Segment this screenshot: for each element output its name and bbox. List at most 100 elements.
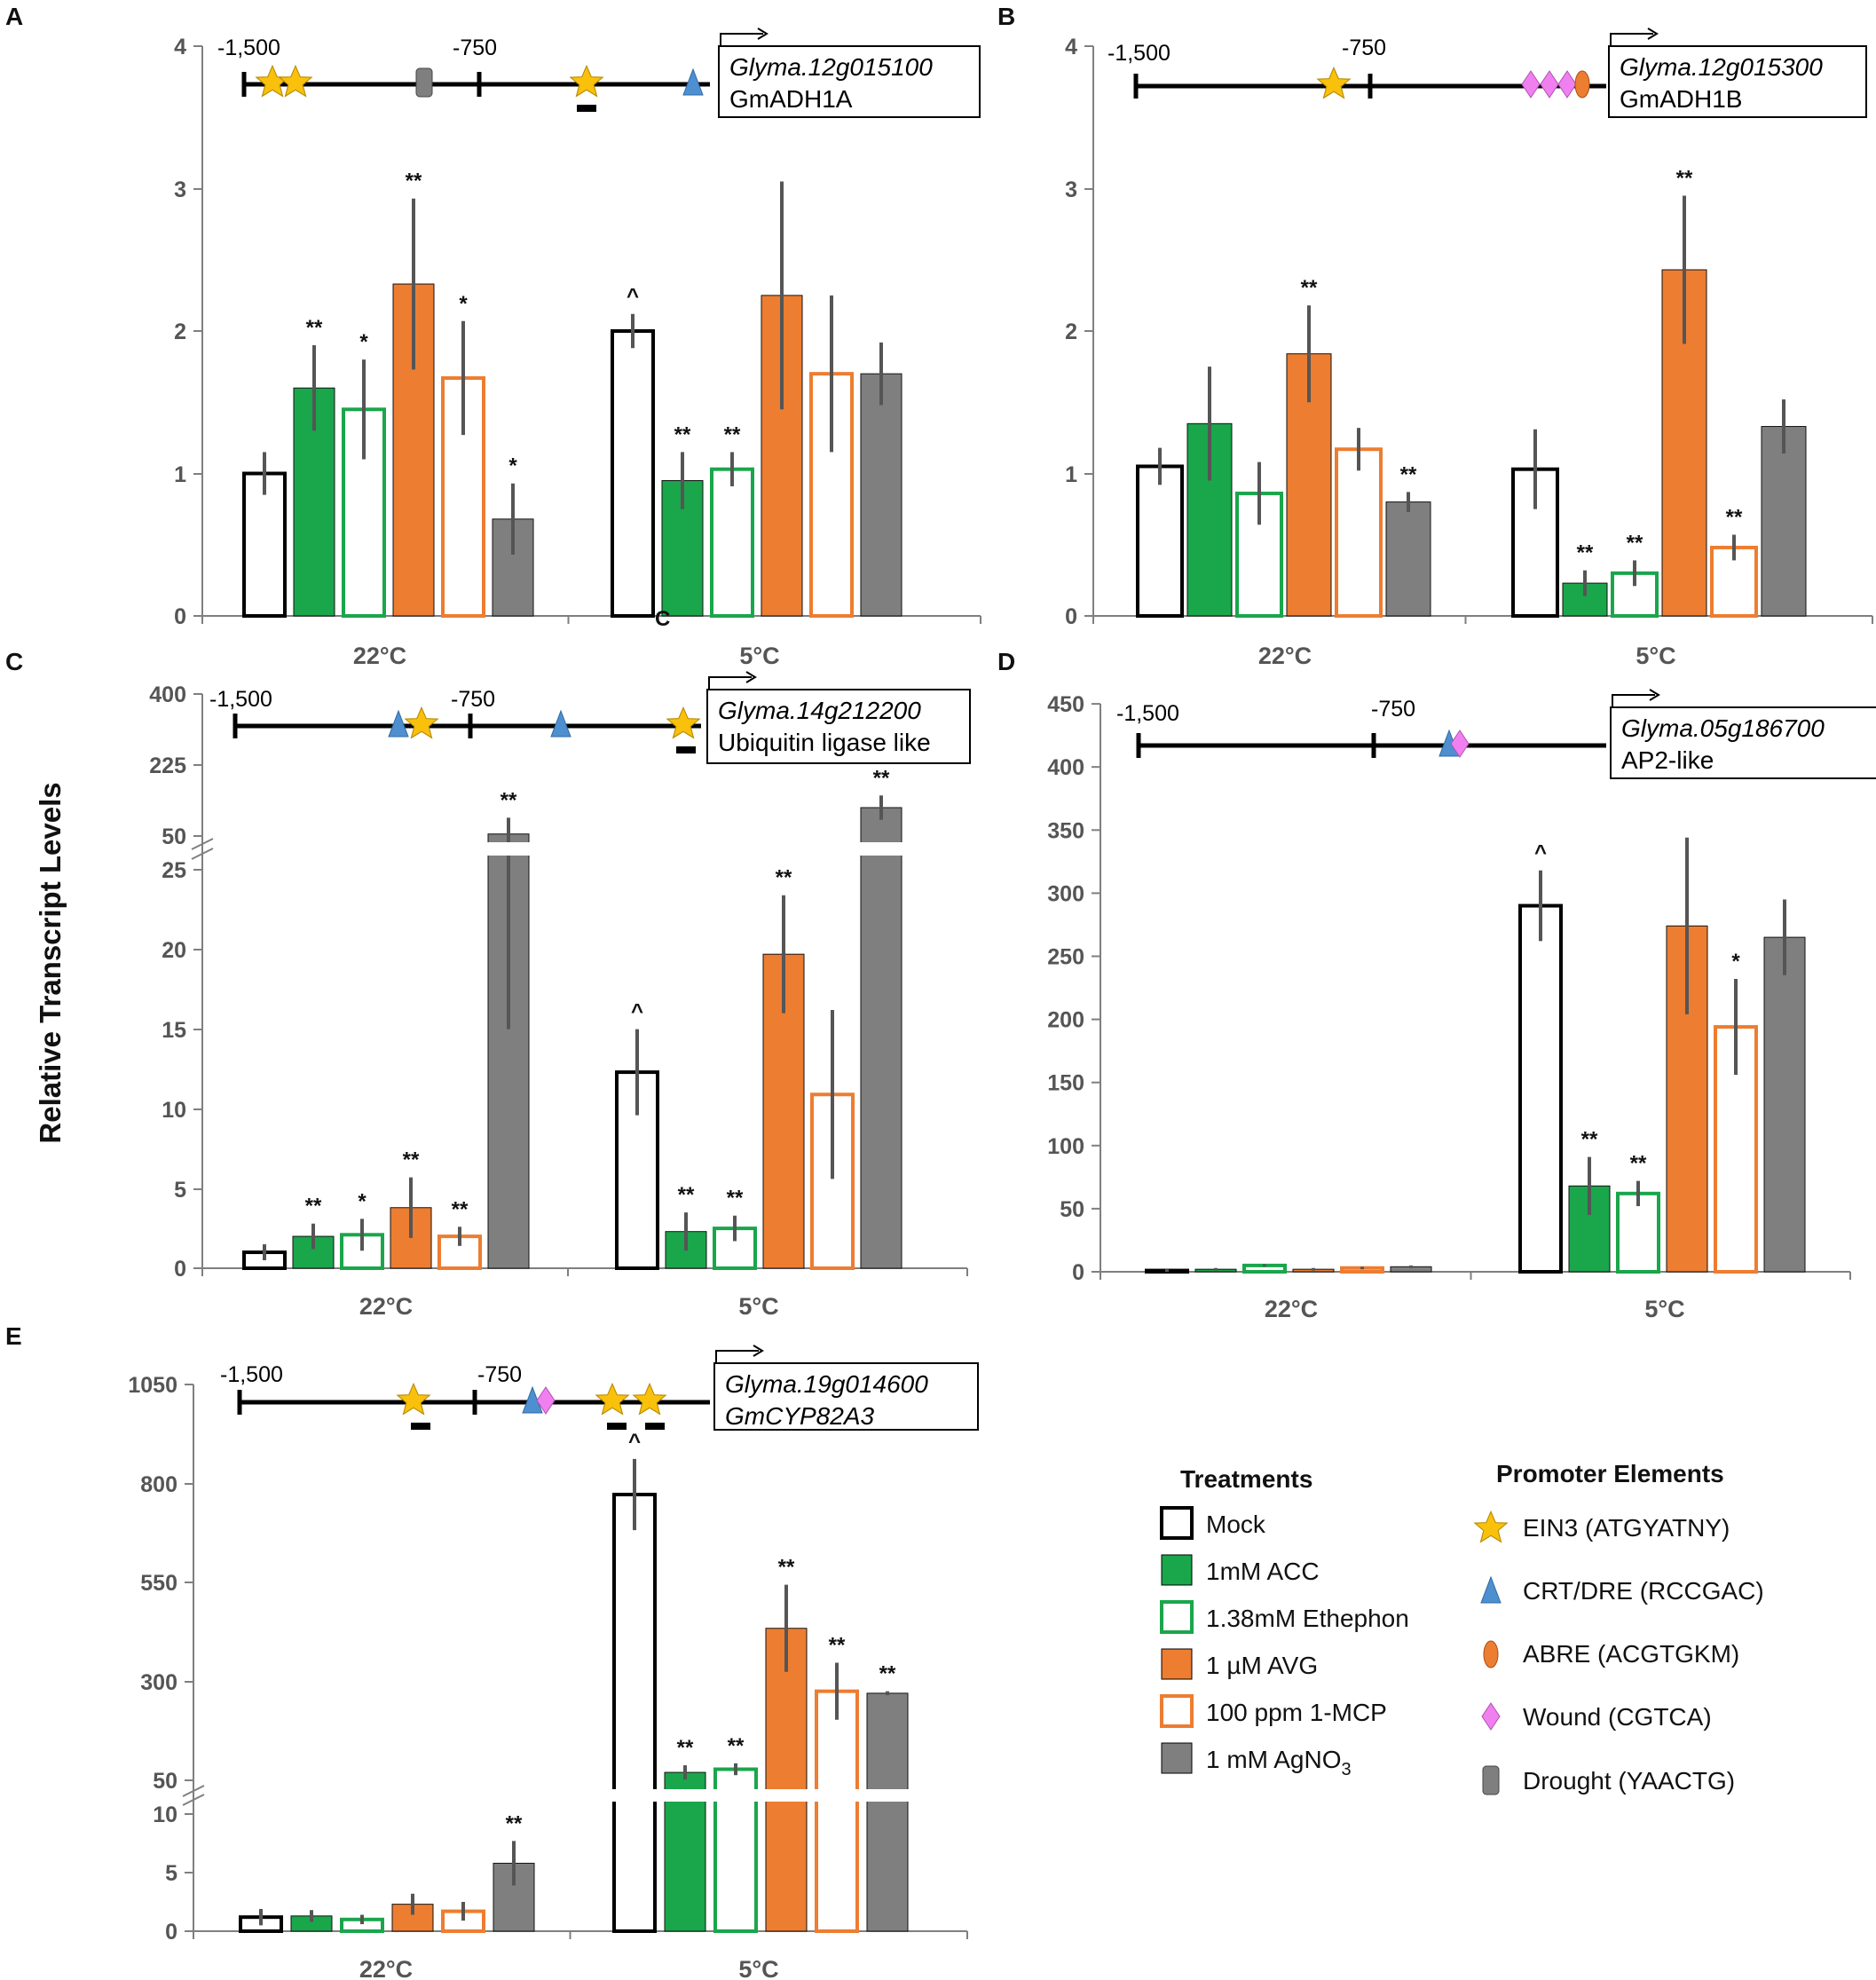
bar-b-1-2 [1611,571,1659,618]
bar-e-1-0 [612,1492,657,1934]
sig-label-d-1-4: * [1731,950,1740,974]
y-tick-label-a-3: 3 [174,177,186,202]
bar-e-1-5 [866,1692,909,1932]
ein3-star-icon [666,706,700,738]
sig-label-d-1-2: ** [1630,1152,1647,1176]
sig-label-c-0-2: * [358,1189,367,1213]
legend-diamond-icon [1481,1702,1501,1731]
legend-label-agno3-sub: 3 [1341,1760,1351,1779]
bar-d-1-2 [1616,1191,1660,1274]
legend-label-mcp: 100 ppm 1-MCP [1206,1699,1387,1726]
gene-box-d [1610,706,1876,779]
legend-label-avg: 1 µM AVG [1206,1652,1318,1679]
axis-break-mark-e-0 [182,1794,205,1806]
primer-bar-e-1 [607,1423,627,1430]
y-tick-label-d-8: 400 [1047,755,1084,780]
primer-bar-c-0 [676,746,696,753]
treatments-legend-title: Treatments [1180,1465,1312,1493]
gene-name-c: Ubiquitin ligase like [718,729,931,756]
y-axis-label: Relative Transcript Levels [34,782,67,1143]
sig-label-c-1-0: ^ [631,1000,643,1024]
y-tick-label-e-2: 10 [153,1803,177,1827]
x-category-label-d-1: 5°C [1644,1296,1684,1322]
y-tick-label-d-2: 100 [1047,1134,1084,1159]
y-tick-label-d-1: 50 [1060,1197,1084,1222]
ein3-star-icon [570,65,603,97]
legend-label-acc: 1mM ACC [1206,1558,1320,1585]
sig-label-a-0-1: ** [306,316,323,340]
x-category-label-a-0: 22°C [353,643,406,669]
primer-bar-e-2 [645,1423,665,1430]
sig-label-e-1-5: ** [879,1662,896,1686]
tss-arrowhead-a [757,28,769,40]
y-tick-label-c-1: 5 [174,1178,186,1203]
legend-label-agno3: 1 mM AgNO3 [1206,1746,1352,1779]
legend-label-abre: ABRE (ACGTGKM) [1523,1640,1739,1668]
gene-box-a [718,45,981,118]
ein3-star-icon [595,1383,629,1415]
bar-e-1-3 [765,1628,808,1932]
y-tick-label-c-0: 0 [174,1257,186,1282]
sig-label-a-1-2: ** [724,422,741,446]
y-tick-label-c-8: 400 [149,682,186,707]
tss-arrowhead-b [1647,28,1659,40]
x-category-label-b-1: 5°C [1636,643,1675,669]
treatments-legend: Treatments Mock 1mM ACC 1.38mM Ethephon … [1160,1465,1409,1779]
abre-oval-icon [1574,70,1590,99]
bar-c-1-5 [860,807,903,1269]
y-tick-label-e-1: 5 [165,1861,177,1886]
y-tick-label-d-0: 0 [1072,1260,1084,1285]
sig-label-d-1-0: ^ [1534,841,1547,865]
legend-label-ethephon: 1.38mM Ethephon [1206,1605,1409,1632]
y-tick-label-b-0: 0 [1065,604,1077,629]
legend-swatch-mcp [1160,1694,1194,1728]
promoter-coord-mid-e: -750 [477,1362,522,1387]
legend-star-icon [1474,1511,1508,1542]
sig-label-b-0-3: ** [1301,276,1318,300]
bar-d-1-5 [1763,936,1806,1273]
y-tick-label-d-6: 300 [1047,881,1084,906]
panel-letter-a: A [5,3,23,30]
drought-box-icon [415,67,433,98]
y-tick-label-d-3: 150 [1047,1071,1084,1096]
sig-label-c-0-5: ** [501,788,517,812]
x-category-label-e-1: 5°C [738,1956,778,1980]
ein3-star-icon [633,1383,666,1415]
gene-id-e: Glyma.19g014600 [725,1370,928,1398]
gene-id-b: Glyma.12g015300 [1620,53,1823,81]
sig-label-c-1-3: ** [776,866,792,890]
y-tick-label-e-3: 50 [153,1769,177,1794]
sig-label-e-1-0: ^ [628,1430,641,1454]
tss-arrowhead-c [745,671,757,683]
y-tick-label-c-5: 25 [162,858,186,883]
tss-arrowhead-d [1649,689,1660,701]
y-tick-label-c-6: 50 [162,824,186,849]
gene-box-c [706,689,971,764]
sig-label-c-1-1: ** [678,1183,695,1207]
sig-label-a-0-2: * [359,330,368,354]
legend-swatch-ethephon [1160,1600,1194,1634]
gene-id-a: Glyma.12g015100 [729,53,933,81]
sig-label-a-1-0: ^ [627,285,639,309]
gene-id-c: Glyma.14g212200 [718,697,921,724]
legend-label-drought: Drought (YAACTG) [1523,1767,1735,1795]
ein3-star-icon [1317,67,1351,99]
legend-label-wound: Wound (CGTCA) [1523,1703,1712,1731]
promoter-coord-start-a: -1,500 [217,35,280,60]
y-tick-label-b-2: 2 [1065,319,1077,344]
ein3-star-icon [397,1383,430,1415]
y-tick-label-c-4: 20 [162,938,186,963]
legend-label-crt-dre: CRT/DRE (RCCGAC) [1523,1577,1764,1605]
ein3-star-icon [279,65,312,97]
wound-diamond-icon [1540,70,1559,99]
legend-swatch-agno3 [1161,1742,1193,1774]
sig-label-e-0-5: ** [506,1811,523,1835]
legend-drought-icon [1482,1765,1500,1795]
gene-box-b [1608,45,1867,118]
gene-name-b: GmADH1B [1620,85,1742,113]
panel-letter-d: D [997,648,1015,675]
wound-diamond-icon [1521,70,1541,99]
legend-label-agno3-main: 1 mM AgNO [1206,1746,1341,1773]
y-tick-label-c-2: 10 [162,1098,186,1123]
